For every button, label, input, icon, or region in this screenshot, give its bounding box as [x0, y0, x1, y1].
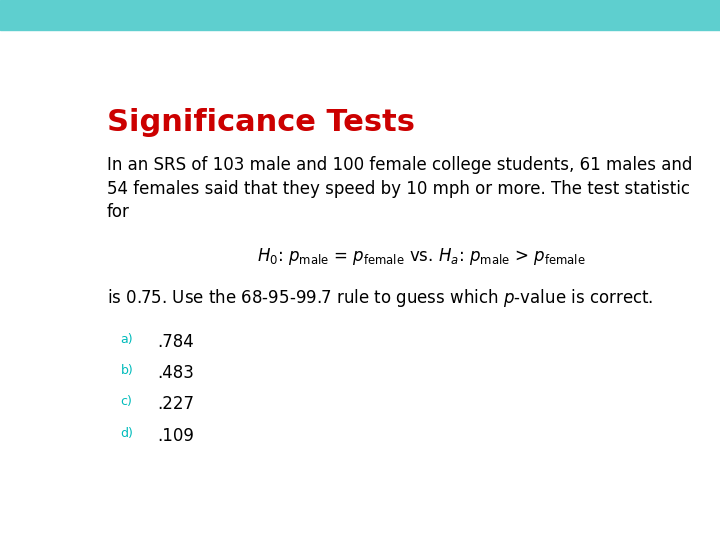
Text: .483: .483: [157, 364, 194, 382]
Text: d): d): [121, 427, 134, 440]
Text: .227: .227: [157, 395, 194, 413]
Text: b): b): [121, 364, 133, 377]
Text: c): c): [121, 395, 132, 408]
Text: .109: .109: [157, 427, 194, 444]
Text: .784: .784: [157, 333, 194, 351]
Text: In an SRS of 103 male and 100 female college students, 61 males and
54 females s: In an SRS of 103 male and 100 female col…: [107, 156, 692, 221]
Text: a): a): [121, 333, 133, 346]
Text: Significance Tests: Significance Tests: [107, 109, 415, 138]
Text: is 0.75. Use the 68-95-99.7 rule to guess which $\it{p}$-value is correct.: is 0.75. Use the 68-95-99.7 rule to gues…: [107, 287, 653, 309]
Text: $H_0$: $p_{\mathrm{male}}$ = $p_{\mathrm{female}}$ vs. $H_a$: $p_{\mathrm{male}}: $H_0$: $p_{\mathrm{male}}$ = $p_{\mathrm…: [258, 246, 586, 267]
